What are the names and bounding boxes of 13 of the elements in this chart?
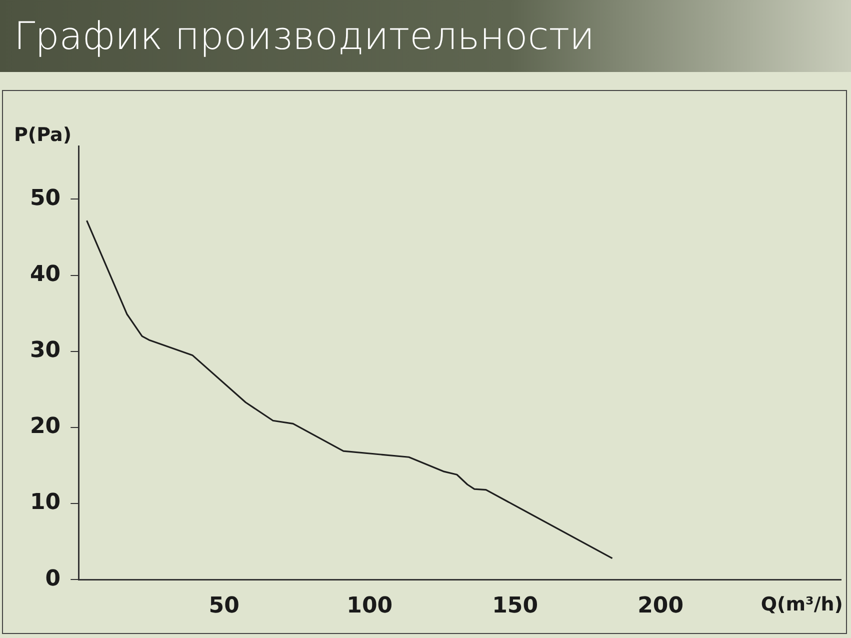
y-tick-label: 10 — [30, 490, 61, 516]
x-tick-label: 200 — [638, 594, 684, 619]
x-tick-label: 150 — [492, 594, 538, 619]
x-tick-label: 50 — [208, 594, 240, 619]
y-tick-label: 0 — [45, 566, 61, 592]
y-tick-label: 40 — [30, 262, 61, 288]
y-tick-label: 30 — [30, 338, 61, 364]
x-axis-title: Q(m³/h) — [760, 594, 843, 616]
y-tick-label: 50 — [30, 186, 61, 211]
y-axis-title: P(Pa) — [14, 124, 72, 146]
x-tick-label: 100 — [346, 594, 393, 619]
y-tick-label: 20 — [30, 414, 61, 440]
chart-title: График производительности — [0, 0, 851, 72]
